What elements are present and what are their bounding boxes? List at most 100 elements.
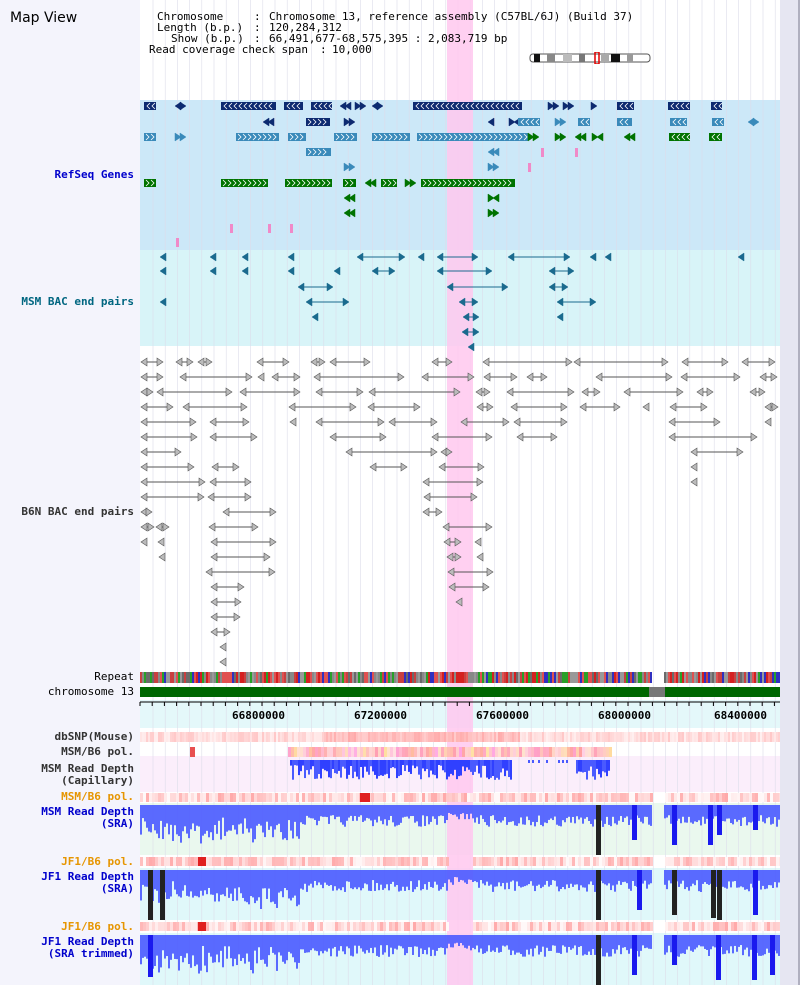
read-depth-bar bbox=[558, 870, 560, 892]
track-label-refseq-genes[interactable]: RefSeq Genes bbox=[54, 168, 134, 181]
read-depth-bar bbox=[556, 935, 558, 953]
read-depth-bar bbox=[408, 760, 410, 772]
read-depth-bar bbox=[144, 870, 146, 887]
pol-density bbox=[704, 793, 707, 802]
pol-density bbox=[338, 922, 341, 931]
read-depth-bar bbox=[412, 870, 414, 892]
track-label-msm-read-depth-sra[interactable]: MSM Read Depth (SRA) bbox=[41, 805, 134, 830]
pol-density bbox=[554, 922, 557, 931]
dbsnp-density bbox=[414, 732, 416, 742]
track-label-msm-read-depth-capillary[interactable]: MSM Read Depth (Capillary) bbox=[41, 762, 134, 787]
read-depth-bar bbox=[516, 935, 518, 953]
pink-feature bbox=[528, 163, 531, 172]
read-depth-spike bbox=[717, 870, 722, 920]
track-label-msm-bac-end-pairs[interactable]: MSM BAC end pairs bbox=[21, 295, 134, 308]
read-depth-bar bbox=[370, 760, 372, 767]
pol-density bbox=[318, 747, 321, 757]
repeat-element bbox=[268, 672, 270, 683]
chromosome-gap bbox=[649, 687, 665, 697]
pol-density bbox=[341, 922, 344, 931]
read-depth-bar bbox=[276, 870, 278, 908]
pol-density bbox=[647, 922, 650, 931]
pol-density bbox=[278, 793, 281, 802]
dbsnp-density bbox=[386, 732, 388, 742]
gene-arrow bbox=[436, 266, 444, 276]
pol-density bbox=[683, 922, 686, 931]
dbsnp-density bbox=[584, 732, 586, 742]
read-depth-bar bbox=[338, 805, 340, 817]
track-label-jf1-read-depth-sra[interactable]: JF1 Read Depth (SRA) bbox=[41, 870, 134, 895]
track-label-jf1-b6-pol-2[interactable]: JF1/B6 pol. bbox=[61, 920, 134, 933]
pol-density bbox=[203, 793, 206, 802]
pol-density bbox=[468, 747, 471, 757]
read-depth-bar bbox=[534, 805, 536, 827]
chromosome-ideogram[interactable] bbox=[529, 52, 653, 64]
read-depth-bar bbox=[488, 805, 490, 827]
pol-density bbox=[269, 857, 272, 866]
repeat-element bbox=[448, 672, 450, 683]
pol-density bbox=[509, 793, 512, 802]
gene-strand-mark bbox=[498, 133, 503, 141]
gene-strand-mark bbox=[478, 133, 483, 141]
bac-end-arrow bbox=[661, 357, 669, 367]
repeat-element bbox=[186, 672, 188, 683]
gene-arrow bbox=[554, 117, 562, 127]
track-label-jf1-b6-pol-1[interactable]: JF1/B6 pol. bbox=[61, 855, 134, 868]
track-label-msm-b6-pol-1[interactable]: MSM/B6 pol. bbox=[61, 745, 134, 758]
read-depth-bar bbox=[598, 760, 600, 775]
track-label-chromosome-13[interactable]: chromosome 13 bbox=[47, 685, 134, 698]
repeat-element bbox=[704, 672, 706, 683]
pol-density bbox=[491, 793, 494, 802]
read-depth-bar bbox=[304, 805, 306, 825]
read-depth-bar bbox=[378, 805, 380, 817]
pol-density bbox=[498, 747, 501, 757]
bac-end-arrow bbox=[445, 447, 453, 457]
read-depth-bar bbox=[606, 760, 608, 777]
read-depth-bar bbox=[306, 805, 308, 816]
bac-end-arrow bbox=[315, 417, 323, 427]
track-label-jf1-read-depth-trimmed[interactable]: JF1 Read Depth (SRA trimmed) bbox=[41, 935, 134, 960]
bac-end-arrow bbox=[733, 372, 741, 382]
dbsnp-density bbox=[730, 732, 732, 742]
gene-strand-mark bbox=[457, 179, 462, 187]
bac-end-arrow bbox=[770, 372, 778, 382]
read-depth-bar bbox=[294, 760, 296, 766]
read-depth-bar bbox=[256, 935, 258, 964]
read-depth-bar bbox=[402, 760, 404, 766]
read-depth-bar bbox=[576, 805, 578, 817]
bac-end-arrow bbox=[477, 462, 485, 472]
pol-density bbox=[152, 793, 155, 802]
pol-density bbox=[683, 857, 686, 866]
read-depth-bar bbox=[378, 935, 380, 957]
dbsnp-density bbox=[500, 732, 502, 742]
bac-end-arrow bbox=[482, 582, 490, 592]
track-label-b6n-bac-end-pairs[interactable]: B6N BAC end pairs bbox=[21, 505, 134, 518]
repeat-element bbox=[334, 672, 336, 683]
read-depth-bar bbox=[640, 805, 642, 822]
track-label-msm-b6-pol-2[interactable]: MSM/B6 pol. bbox=[61, 790, 134, 803]
track-label-dbsnp[interactable]: dbSNP(Mouse) bbox=[54, 730, 134, 743]
track-label-repeat[interactable]: Repeat bbox=[94, 670, 134, 683]
dbsnp-density bbox=[630, 732, 632, 742]
read-depth-bar bbox=[344, 805, 346, 827]
repeat-element bbox=[582, 672, 584, 683]
gene-strand-mark bbox=[455, 102, 460, 110]
dbsnp-density bbox=[532, 732, 534, 742]
pol-density bbox=[566, 922, 569, 931]
read-depth-bar bbox=[506, 760, 508, 771]
repeat-element bbox=[338, 672, 340, 683]
dbsnp-density bbox=[586, 732, 588, 742]
read-depth-bar bbox=[276, 805, 278, 826]
pol-density bbox=[206, 857, 209, 866]
read-depth-bar bbox=[342, 805, 344, 825]
pol-density bbox=[665, 922, 668, 931]
read-depth-bar bbox=[522, 935, 524, 957]
pol-density bbox=[533, 793, 536, 802]
gene-strand-mark bbox=[438, 133, 443, 141]
dbsnp-density bbox=[504, 732, 506, 742]
read-depth-bar bbox=[270, 805, 272, 827]
gene-strand-mark bbox=[443, 133, 448, 141]
dbsnp-density bbox=[170, 732, 172, 742]
pol-density bbox=[164, 793, 167, 802]
